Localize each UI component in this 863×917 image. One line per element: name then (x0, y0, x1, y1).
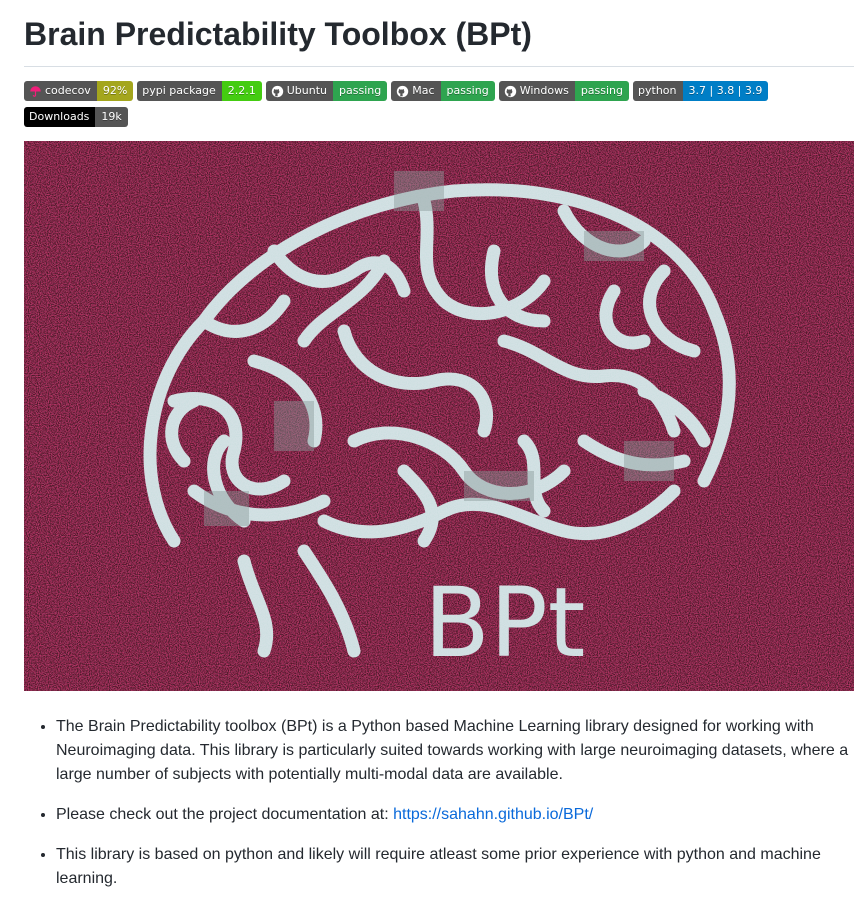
badge-label: Downloads (24, 107, 96, 127)
prerequisite-text: This library is based on python and like… (56, 846, 821, 887)
codecov-umbrella-icon (30, 85, 41, 97)
codecov-badge[interactable]: codecov 92% (24, 81, 134, 101)
badge-label-text: Mac (412, 84, 435, 97)
downloads-badge[interactable]: Downloads 19k (24, 107, 128, 127)
badge-label-text: python (638, 84, 677, 97)
list-item: The Brain Predictability toolbox (BPt) i… (56, 715, 854, 787)
badge-label: Mac (391, 81, 441, 101)
intro-text: The Brain Predictability toolbox (BPt) i… (56, 718, 849, 783)
list-item: Please check out the project documentati… (56, 803, 854, 827)
badge-label: pypi package (137, 81, 222, 101)
badge-row: codecov 92% pypi package 2.2.1 Ubuntu pa… (24, 81, 784, 127)
badge-label-text: Downloads (29, 110, 90, 123)
github-icon (397, 85, 409, 97)
list-item: This library is based on python and like… (56, 843, 854, 891)
pypi-badge[interactable]: pypi package 2.2.1 (137, 81, 262, 101)
bpt-logo-image: BPt (24, 141, 854, 691)
mac-badge[interactable]: Mac passing (391, 81, 495, 101)
badge-label: Ubuntu (265, 81, 334, 101)
documentation-link[interactable]: https://sahahn.github.io/BPt/ (393, 806, 594, 823)
badge-value: 2.2.1 (221, 81, 262, 101)
python-version-badge[interactable]: python 3.7 | 3.8 | 3.9 (633, 81, 769, 101)
badge-label-text: Ubuntu (286, 84, 328, 97)
badge-value: 92% (96, 81, 134, 101)
description-list: The Brain Predictability toolbox (BPt) i… (24, 715, 854, 891)
badge-label-text: Windows (519, 84, 569, 97)
badge-label: python (633, 81, 683, 101)
page-title: Brain Predictability Toolbox (BPt) (24, 0, 854, 67)
github-icon (504, 85, 516, 97)
github-icon (271, 85, 283, 97)
badge-label: Windows (498, 81, 575, 101)
badge-value: 19k (95, 107, 128, 127)
badge-value: passing (440, 81, 495, 101)
badge-label: codecov (24, 81, 97, 101)
ubuntu-badge[interactable]: Ubuntu passing (265, 81, 388, 101)
brain-glitch-blocks (204, 171, 674, 526)
badge-value: passing (574, 81, 630, 101)
readme-content: Brain Predictability Toolbox (BPt) codec… (24, 0, 854, 907)
badge-label-text: codecov (45, 84, 91, 97)
windows-badge[interactable]: Windows passing (498, 81, 630, 101)
docs-prefix-text: Please check out the project documentati… (56, 806, 394, 823)
hero-logo-text: BPt (424, 567, 585, 679)
brain-illustration (143, 183, 736, 658)
badge-value: passing (333, 81, 388, 101)
badge-label-text: pypi package (142, 84, 216, 97)
badge-value: 3.7 | 3.8 | 3.9 (682, 81, 769, 101)
